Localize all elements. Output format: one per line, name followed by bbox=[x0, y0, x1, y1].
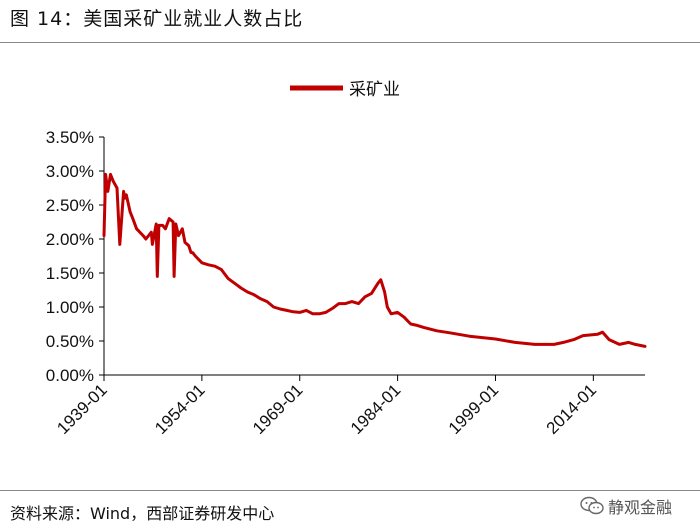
legend-label: 采矿业 bbox=[349, 80, 400, 99]
x-axis: 1939-01 1954-01 1969-01 1984-01 1999-01 2014-… bbox=[53, 374, 645, 438]
y-tick-label: 0.50% bbox=[46, 332, 94, 351]
watermark-label: 静观金融 bbox=[608, 498, 673, 517]
x-tick-label: 1984-01 bbox=[347, 380, 405, 438]
chart: 采矿业 0.00% 0.50% 1.00% 1.50% 2.00% 2.50% 3.00% 3… bbox=[46, 80, 647, 438]
x-tick-label: 2014-01 bbox=[543, 380, 601, 438]
x-tick-label: 1954-01 bbox=[151, 380, 209, 438]
page-title: 图 14：美国采矿业就业人数占比 bbox=[10, 8, 304, 30]
y-tick-label: 2.50% bbox=[46, 196, 94, 215]
y-axis: 0.00% 0.50% 1.00% 1.50% 2.00% 2.50% 3.00% 3.50% bbox=[46, 128, 105, 385]
x-tick-label: 1939-01 bbox=[53, 380, 111, 438]
x-tick-label: 1969-01 bbox=[249, 380, 307, 438]
y-tick-label: 0.00% bbox=[46, 366, 94, 385]
legend: 采矿业 bbox=[290, 80, 400, 99]
watermark: 静观金融 bbox=[580, 494, 672, 518]
title-divider bbox=[0, 42, 700, 43]
y-tick-label: 3.00% bbox=[46, 162, 94, 181]
y-tick-label: 1.50% bbox=[46, 264, 94, 283]
plot-area bbox=[102, 172, 647, 348]
series-line bbox=[102, 172, 647, 348]
x-tick-label: 1999-01 bbox=[445, 380, 503, 438]
y-tick-label: 3.50% bbox=[46, 128, 94, 147]
y-tick-label: 1.00% bbox=[46, 298, 94, 317]
wechat-icon bbox=[580, 496, 604, 515]
footer-divider bbox=[0, 490, 700, 491]
source-note: 资料来源：Wind，西部证券研发中心 bbox=[10, 504, 275, 523]
y-tick-label: 2.00% bbox=[46, 230, 94, 249]
